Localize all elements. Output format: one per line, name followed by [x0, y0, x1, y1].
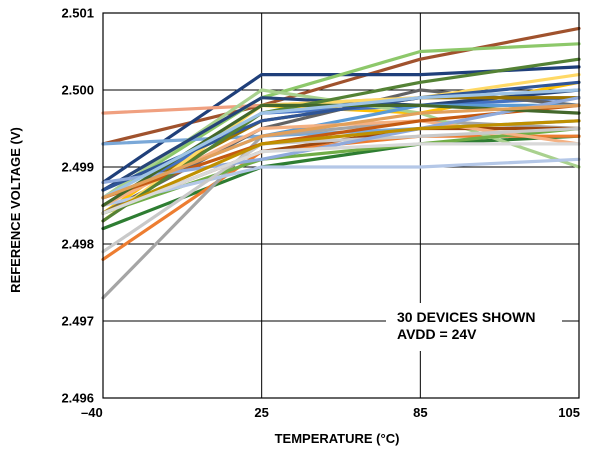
y-tick-label: 2.496: [61, 391, 94, 406]
series-line-20: [101, 126, 581, 254]
annotation-box: [386, 303, 562, 351]
series-line-30: [101, 103, 581, 200]
y-tick-label: 2.497: [61, 314, 94, 329]
plot-border: [102, 12, 580, 399]
y-axis-title: REFERENCE VOLTAGE (V): [8, 127, 23, 293]
series-line-3: [101, 42, 581, 200]
plot-frame: [102, 12, 580, 399]
annotation-avdd: AVDD = 24V: [397, 326, 477, 342]
y-tick-labels: 2.501 2.500 2.499 2.498 2.497 2.496: [61, 6, 94, 406]
series-line-18: [101, 157, 581, 208]
series-line-25: [101, 96, 581, 184]
series-line-21: [101, 72, 581, 223]
series-layer: [101, 26, 581, 300]
series-line-27: [101, 142, 581, 215]
series-line-26: [101, 119, 581, 215]
y-tick-label: 2.499: [61, 160, 94, 175]
x-tick-label: –40: [81, 405, 103, 420]
x-tick-label: 105: [558, 405, 580, 420]
y-tick-label: 2.500: [61, 83, 94, 98]
x-axis-title: TEMPERATURE (°C): [275, 431, 400, 446]
x-tick-labels: –40 25 85 105: [81, 405, 580, 420]
series-line-29: [101, 88, 581, 200]
y-tick-label: 2.498: [61, 237, 94, 252]
annotation-devices: 30 DEVICES SHOWN: [397, 309, 535, 325]
series-line-1: [101, 26, 581, 146]
x-tick-label: 85: [413, 405, 427, 420]
x-tick-label: 25: [254, 405, 268, 420]
y-tick-label: 2.501: [61, 6, 94, 21]
